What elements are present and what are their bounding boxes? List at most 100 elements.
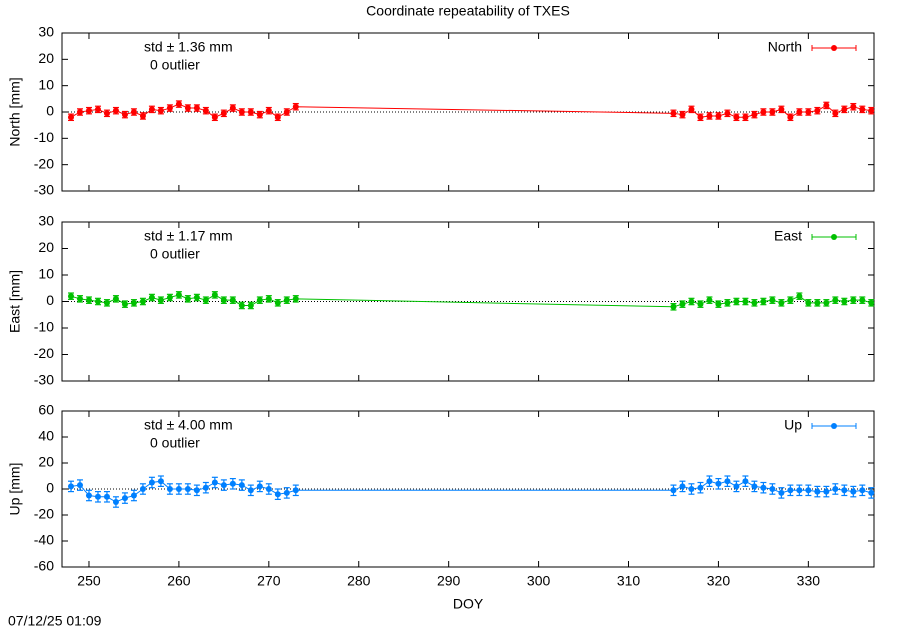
point [841,487,848,494]
point [247,302,254,309]
point [202,297,209,304]
point [841,298,848,305]
y-axis-label: East [mm] [7,270,23,333]
point [220,110,227,117]
point [94,298,101,305]
point [76,295,83,302]
point [868,489,875,496]
point [265,295,272,302]
point [679,483,686,490]
point [112,499,119,505]
point [211,291,218,298]
point [166,105,173,112]
legend-label: Up [784,417,802,433]
point [814,299,821,306]
point [850,297,857,304]
x-tick-label: 260 [167,573,191,589]
y-tick-label: -20 [34,345,54,361]
point [157,297,164,304]
point [688,106,695,113]
y-axis-label: North [mm] [7,77,23,146]
y-tick-label: 30 [38,213,54,229]
point [139,112,146,119]
point [85,492,92,499]
point [139,486,146,492]
point [85,297,92,304]
x-tick-label: 310 [617,573,641,589]
point [256,297,263,304]
y-tick-label: 20 [38,454,54,470]
point [760,484,767,491]
y-tick-label: 10 [38,76,54,92]
point [85,107,92,114]
y-tick-label: 20 [38,239,54,255]
series-line [70,480,872,503]
y-tick-label: -40 [34,532,54,548]
point [184,105,191,112]
point [859,106,866,113]
point [247,109,254,115]
point [292,295,299,302]
x-tick-label: 280 [347,573,371,589]
point [841,106,848,113]
y-tick-label: -20 [34,506,54,522]
point [805,487,812,494]
point [67,483,74,490]
point [769,109,776,115]
point [805,299,812,306]
series-line [70,294,872,308]
legend-swatch [831,423,837,429]
point [724,110,731,117]
point [130,492,137,499]
y-tick-label: 0 [46,292,54,308]
point [112,295,119,302]
point [148,106,155,113]
point [283,489,290,496]
point [94,493,101,500]
point [121,495,128,502]
point [265,486,272,492]
point [715,480,722,487]
legend-label: East [774,228,802,244]
y-tick-label: 20 [38,50,54,66]
legend-swatch [831,45,837,51]
point [274,491,281,498]
point [697,114,704,121]
point [193,487,200,494]
point [283,109,290,115]
point [850,103,857,110]
point [751,483,758,490]
point [157,107,164,114]
point [211,114,218,121]
point [679,301,686,308]
point [814,488,821,495]
point [724,299,731,306]
point [850,488,857,495]
point [814,107,821,114]
point [760,109,767,115]
y-tick-label: -10 [34,129,54,145]
point [751,111,758,118]
annotation: 0 outlier [150,246,200,262]
point [175,486,182,492]
point [796,109,803,115]
point [769,486,776,492]
point [823,299,830,306]
point [229,105,236,112]
point [805,109,812,115]
annotation: std ± 1.36 mm [144,39,233,55]
legend-swatch [831,234,837,240]
point [121,111,128,118]
point [292,487,299,494]
point [697,301,704,308]
point [670,303,677,310]
point [184,295,191,302]
point [832,110,839,117]
point [868,107,875,114]
annotation: 0 outlier [150,57,200,73]
point [238,302,245,309]
point [175,101,182,108]
point [166,294,173,301]
point [76,482,83,489]
point [292,103,299,110]
